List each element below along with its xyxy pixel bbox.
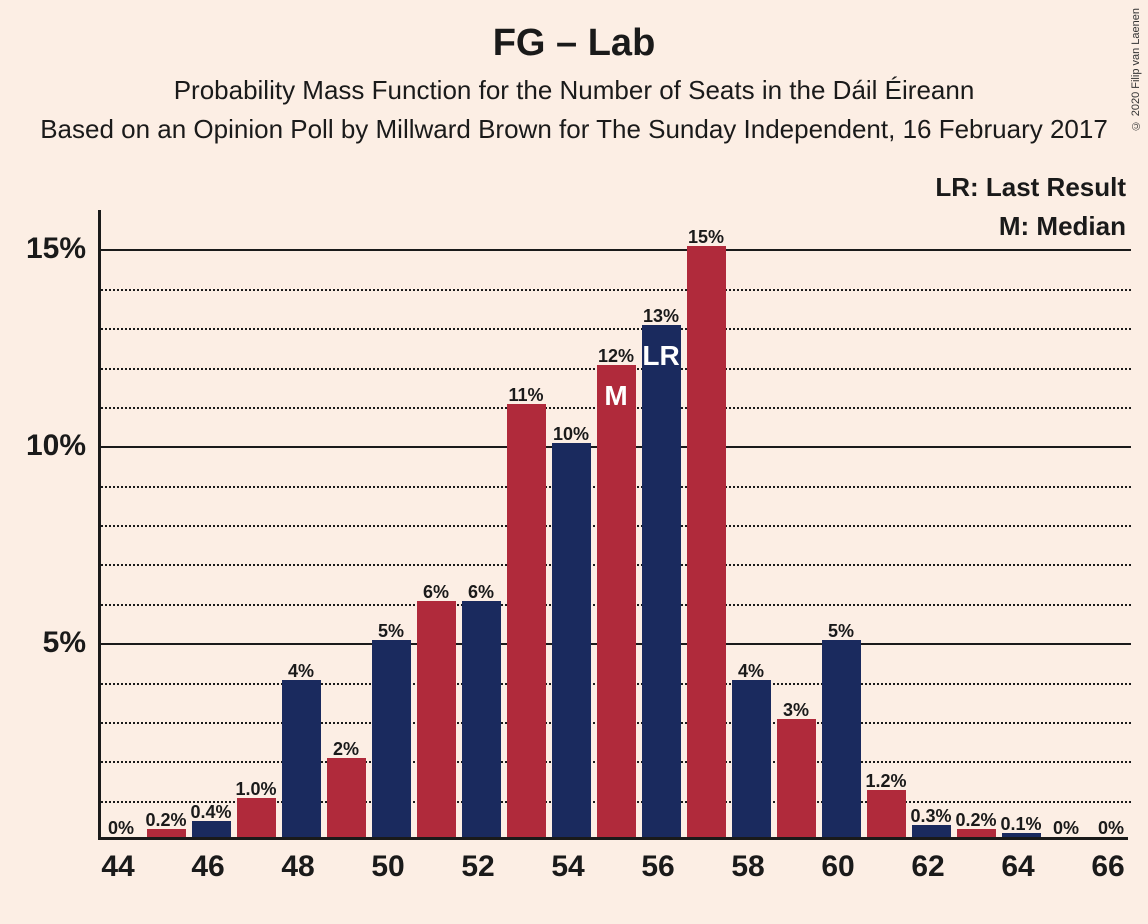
bar [507,404,546,837]
bar-inner-label: LR [642,340,679,372]
bar [777,719,816,837]
chart-subtitle-1: Probability Mass Function for the Number… [0,65,1148,106]
copyright-text: © 2020 Filip van Laenen [1130,8,1142,131]
bar [732,680,771,838]
bar-value-label: 0% [1098,818,1124,839]
bar-value-label: 6% [468,582,494,603]
bar-value-label: 2% [333,739,359,760]
bar-value-label: 0.3% [910,806,951,827]
x-axis-tick-label: 50 [371,850,404,884]
bar-value-label: 5% [378,621,404,642]
x-axis-tick-label: 46 [191,850,224,884]
bar [192,821,231,837]
bar-value-label: 3% [783,700,809,721]
x-axis-tick-label: 54 [551,850,584,884]
bar [462,601,501,837]
x-axis-tick-label: 58 [731,850,764,884]
chart-subtitle-2: Based on an Opinion Poll by Millward Bro… [0,106,1148,145]
y-axis-tick-label: 15% [26,232,86,266]
bar-value-label: 5% [828,621,854,642]
bar-value-label: 6% [423,582,449,603]
bar-value-label: 10% [553,424,589,445]
x-axis-tick-label: 48 [281,850,314,884]
chart-area: 0%0.2%0.4%1.0%4%2%5%6%6%11%10%12%M13%LR1… [98,210,1128,840]
bar [552,443,591,837]
bar-value-label: 1.2% [865,771,906,792]
bar [327,758,366,837]
bar-value-label: 4% [738,661,764,682]
bar-value-label: 0.4% [190,802,231,823]
bar-inner-label: M [604,380,627,412]
y-axis-tick-label: 5% [43,626,86,660]
x-axis-tick-label: 64 [1001,850,1034,884]
x-axis-tick-label: 44 [101,850,134,884]
bar [237,798,276,837]
bar-value-label: 1.0% [235,779,276,800]
bar-value-label: 13% [643,306,679,327]
chart-title: FG – Lab [0,0,1148,65]
bar [822,640,861,837]
bar [687,246,726,837]
bar [282,680,321,838]
bar [597,365,636,838]
gridline-minor [101,289,1131,291]
bar-value-label: 0.2% [145,810,186,831]
x-axis-tick-label: 52 [461,850,494,884]
legend-lr: LR: Last Result [935,168,1126,207]
plot-area: 0%0.2%0.4%1.0%4%2%5%6%6%11%10%12%M13%LR1… [98,210,1128,840]
bar [372,640,411,837]
bar-value-label: 4% [288,661,314,682]
x-axis-tick-label: 62 [911,850,944,884]
bar-value-label: 11% [508,385,543,406]
bar [642,325,681,837]
x-axis-tick-label: 56 [641,850,674,884]
gridline-minor [101,328,1131,330]
bar-value-label: 0% [1053,818,1079,839]
bar [867,790,906,837]
gridline-major [101,249,1131,251]
bar-value-label: 12% [598,346,634,367]
bar [417,601,456,837]
x-axis-tick-label: 60 [821,850,854,884]
bar-value-label: 0.2% [955,810,996,831]
bar-value-label: 0% [108,818,134,839]
bar-value-label: 15% [688,227,724,248]
x-axis-tick-label: 66 [1091,850,1124,884]
bar-value-label: 0.1% [1000,814,1041,835]
y-axis-tick-label: 10% [26,429,86,463]
